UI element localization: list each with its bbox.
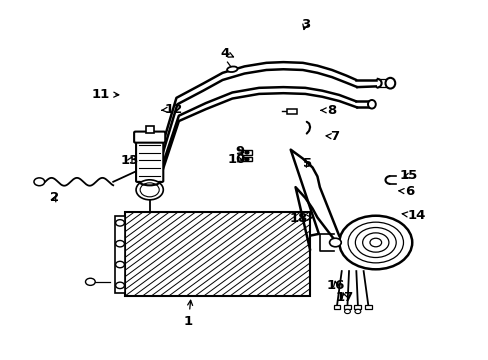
Circle shape: [34, 178, 44, 186]
Text: 7: 7: [325, 130, 338, 143]
Bar: [115, 216, 125, 293]
Text: 6: 6: [398, 185, 414, 198]
Bar: [125, 212, 309, 296]
Text: 1: 1: [183, 300, 193, 328]
Text: 12: 12: [162, 103, 183, 116]
Bar: [344, 305, 350, 309]
Text: 11: 11: [92, 88, 119, 101]
Bar: [242, 157, 251, 161]
Text: 8: 8: [321, 104, 336, 117]
Text: 3: 3: [300, 18, 309, 31]
Text: 14: 14: [401, 209, 426, 222]
Circle shape: [140, 183, 159, 197]
Bar: [287, 109, 296, 114]
Bar: [125, 212, 309, 296]
Bar: [354, 305, 361, 309]
Circle shape: [354, 309, 360, 314]
Circle shape: [329, 238, 341, 247]
Circle shape: [244, 151, 248, 154]
Circle shape: [347, 222, 403, 263]
Text: 4: 4: [220, 47, 233, 60]
Circle shape: [344, 309, 350, 314]
Circle shape: [116, 261, 124, 268]
Circle shape: [136, 180, 163, 200]
Circle shape: [116, 240, 124, 247]
Text: 2: 2: [50, 192, 60, 204]
Bar: [145, 126, 153, 133]
Bar: [125, 212, 309, 296]
Text: 18: 18: [289, 212, 311, 225]
Circle shape: [362, 233, 388, 252]
Circle shape: [244, 158, 248, 161]
Circle shape: [339, 216, 411, 269]
Bar: [364, 305, 371, 309]
Text: 16: 16: [326, 279, 345, 292]
Text: 13: 13: [121, 154, 139, 167]
Text: 10: 10: [227, 153, 246, 166]
Bar: [333, 305, 340, 309]
Circle shape: [85, 278, 95, 285]
Ellipse shape: [385, 78, 394, 89]
Text: 5: 5: [303, 157, 312, 170]
Text: 17: 17: [335, 291, 353, 305]
Ellipse shape: [367, 100, 375, 109]
Text: 15: 15: [399, 169, 417, 182]
Circle shape: [116, 220, 124, 226]
Circle shape: [369, 238, 381, 247]
Ellipse shape: [226, 67, 237, 72]
FancyBboxPatch shape: [136, 139, 163, 182]
Circle shape: [355, 228, 395, 257]
Bar: [242, 150, 251, 155]
FancyBboxPatch shape: [134, 132, 165, 143]
Text: 9: 9: [235, 145, 244, 158]
Circle shape: [116, 282, 124, 289]
